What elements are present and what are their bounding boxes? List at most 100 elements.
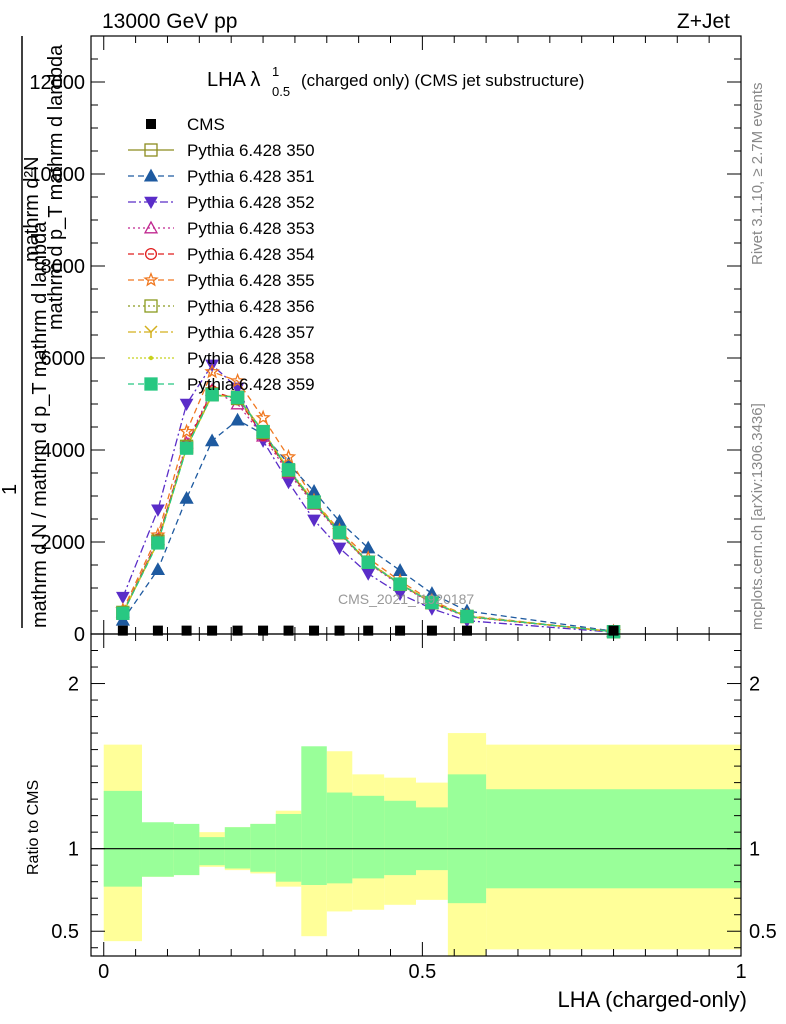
data-point-1 [152,625,163,636]
legend-marker-6 [144,299,158,313]
ratio-band-inner-5 [250,823,276,872]
legend-label-cms: CMS [187,115,225,134]
legend-label-1: Pythia 6.428 351 [187,167,315,186]
y-tick-label-2: 4000 [41,440,86,462]
series-point-9-3 [205,388,219,402]
ratio-tick-label-right-0: 0.5 [749,921,777,943]
series-point-5-2 [178,423,195,439]
ratio-band-inner-9 [352,795,385,879]
legend-marker-5 [143,271,159,287]
data-point-13 [608,625,619,636]
legend-marker-4 [144,247,158,261]
ratio-frame [90,633,742,957]
ratio-band-inner-11 [416,807,448,871]
series-point-2-2 [179,398,194,412]
y-tick-label-6: 12000 [29,72,85,94]
legend-marker-9 [144,377,158,391]
ratio-band-inner-12 [447,774,487,904]
ratio-band-inner-1 [141,822,174,877]
ratio-band-inner-10 [384,800,416,876]
ratio-panel: 0 0.5 10.5 0.51 12 2 [51,633,777,983]
y-tick-label-3: 6000 [41,348,86,370]
series-point-9-6 [281,463,296,477]
legend-marker-8 [148,355,154,361]
ratio-band-inner-2 [173,823,200,876]
legend: CMS Pythia 6.428 350 Pythia 6.428 351 Pythi… [128,115,315,394]
series-point-2-7 [307,514,321,527]
series-point-9-4 [230,390,245,405]
legend-label-2: Pythia 6.428 352 [187,193,315,212]
header-energy: 13000 GeV pp [102,10,237,33]
y-tick-label-0: 0 [74,624,85,646]
y-tick-label-1: 2000 [41,532,86,554]
main-ylabel: mathrm d²N mathrm d p_T mathrm d lambda … [0,36,67,628]
series-point-1-1 [150,562,166,576]
series-point-9-9 [361,555,375,569]
ratio-band-inner-13 [486,789,741,889]
ratio-tick-label-right-1: 1 [749,839,760,861]
legend-label-5: Pythia 6.428 355 [187,271,315,290]
legend-marker-1 [143,168,159,182]
series-point-9-10 [393,577,407,591]
data-point-2 [181,625,192,636]
legend-label-3: Pythia 6.428 353 [187,219,315,238]
ratio-tick-label-0: 0.5 [51,921,79,943]
series-point-2-6 [281,476,296,490]
series-point-1-4 [230,412,245,426]
legend-marker-0 [144,143,158,157]
ylabel-one: 1 [0,484,21,495]
data-point-10 [395,625,406,636]
series-point-2-0 [116,591,130,605]
legend-marker-3 [143,220,159,234]
rivet-label: Rivet 3.1.10, ≥ 2.7M events [749,83,766,266]
header-process: Z+Jet [677,10,730,33]
main-panel: 0 2000 4000 6000 8000 10000 12000 [29,35,742,646]
series-line-1 [122,419,614,632]
title-rest: (charged only) (CMS jet substructure) [301,71,584,90]
data-point-4 [232,625,243,636]
legend-label-4: Pythia 6.428 354 [187,245,315,264]
series-point-1-3 [204,433,220,447]
ratio-ylabel: Ratio to CMS [25,780,42,875]
ratio-tick-label-right-2: 2 [749,674,760,696]
ylabel-middle: mathrm d p_T mathrm d lambda [45,44,67,330]
legend-marker-7 [144,325,158,338]
data-point-8 [334,625,345,636]
legend-marker-cms [146,119,156,129]
series-point-9-2 [179,441,194,455]
series-point-2-9 [361,568,376,581]
series-point-2-8 [332,542,347,556]
data-point-9 [363,625,374,636]
data-point-7 [309,625,320,636]
series-point-5-5 [255,409,271,425]
title-sup: 1 [272,64,279,79]
ratio-band-inner-4 [224,827,251,869]
x-tick-label-2: 1 [735,961,746,983]
legend-label-8: Pythia 6.428 358 [187,349,315,368]
legend-label-7: Pythia 6.428 357 [187,323,315,342]
watermark: CMS_2021_I1920187 [338,591,474,607]
series-point-9-7 [307,495,321,509]
legend-label-6: Pythia 6.428 356 [187,297,315,316]
ratio-tick-label-2: 2 [68,674,79,696]
ratio-band-inner-0 [103,790,142,887]
data-point-5 [258,625,269,636]
data-point-0 [117,625,128,636]
series-point-5-4 [229,372,246,388]
y-tick-label-5: 10000 [29,164,85,186]
ratio-band-inner-3 [199,837,225,866]
series-point-9-5 [256,424,270,439]
series-point-9-8 [332,525,347,539]
legend-label-0: Pythia 6.428 350 [187,141,315,160]
series-point-9-0 [116,606,130,620]
series-point-1-2 [179,490,194,504]
ratio-tick-label-1: 1 [68,839,79,861]
ratio-band-inner-8 [326,792,353,884]
ylabel-lower: mathrm d N / mathrm d p_T mathrm d lambd… [29,221,51,628]
x-tick-label-1: 0.5 [408,961,436,983]
legend-label-9: Pythia 6.428 359 [187,375,315,394]
data-point-3 [207,625,218,636]
data-point-6 [283,625,294,636]
series-point-5-3 [204,363,220,379]
